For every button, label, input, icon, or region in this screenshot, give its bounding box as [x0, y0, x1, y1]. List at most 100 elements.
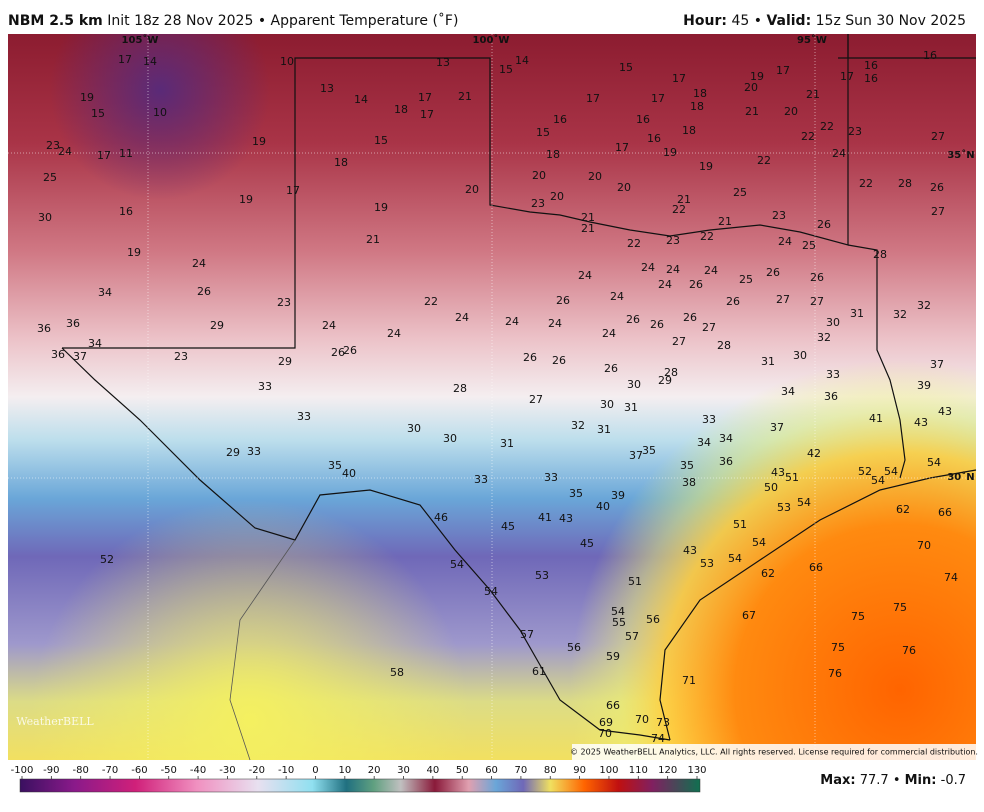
temperature-label: 17: [118, 53, 132, 66]
temperature-label: 26: [604, 362, 618, 375]
colorbar-tick-label: 50: [456, 765, 469, 776]
copyright-box: [572, 744, 976, 760]
temperature-label: 54: [611, 605, 625, 618]
temperature-label: 23: [531, 197, 545, 210]
temperature-label: 54: [927, 456, 941, 469]
temperature-label: 26: [726, 295, 740, 308]
temperature-label: 38: [682, 476, 696, 489]
temperature-label: 43: [771, 466, 785, 479]
temperature-label: 19: [252, 135, 266, 148]
temperature-label: 30: [627, 378, 641, 391]
temperature-label: 17: [418, 91, 432, 104]
temperature-label: 46: [434, 511, 448, 524]
colorbar-tick-label: -70: [102, 765, 118, 776]
separator: •: [893, 773, 901, 788]
temperature-label: 26: [810, 271, 824, 284]
temperature-label: 53: [777, 501, 791, 514]
temperature-label: 20: [784, 105, 798, 118]
temperature-label: 54: [797, 496, 811, 509]
colorbar-tick-label: -40: [190, 765, 206, 776]
valid: 15z Sun 30 Nov 2025: [816, 13, 966, 29]
temperature-label: 32: [893, 308, 907, 321]
temperature-label: 15: [499, 63, 513, 76]
colorbar: [19, 778, 701, 793]
temperature-label: 61: [532, 665, 546, 678]
temperature-label: 71: [682, 674, 696, 687]
temperature-label: 19: [699, 160, 713, 173]
colorbar-tick-label: 120: [658, 765, 677, 776]
temperature-label: 36: [824, 390, 838, 403]
temperature-label: 43: [914, 416, 928, 429]
colorbar-tick-label: -60: [131, 765, 147, 776]
temperature-label: 22: [424, 295, 438, 308]
temperature-label: 56: [567, 641, 581, 654]
init: Init 18z 28 Nov 2025: [107, 13, 253, 29]
temperature-label: 20: [532, 169, 546, 182]
temperature-label: 17: [286, 184, 300, 197]
temperature-label: 20: [550, 190, 564, 203]
temperature-label: 30: [600, 398, 614, 411]
temperature-label: 19: [239, 193, 253, 206]
temperature-label: 24: [192, 257, 206, 270]
hour-label: Hour:: [683, 13, 727, 29]
temperature-label: 16: [864, 72, 878, 85]
temperature-label: 51: [785, 471, 799, 484]
temperature-label: 34: [98, 286, 112, 299]
temperature-label: 14: [515, 54, 529, 67]
temperature-label: 15: [619, 61, 633, 74]
temperature-label: 39: [611, 489, 625, 502]
temperature-label: 53: [700, 557, 714, 570]
temperature-label: 54: [450, 558, 464, 571]
temperature-label: 28: [717, 339, 731, 352]
temperature-label: 37: [629, 449, 643, 462]
temperature-label: 55: [612, 616, 626, 629]
temperature-label: 28: [453, 382, 467, 395]
temperature-label: 43: [683, 544, 697, 557]
colorbar-tick-label: -90: [43, 765, 59, 776]
temperature-label: 24: [455, 311, 469, 324]
temperature-label: 28: [873, 248, 887, 261]
colorbar-tick-label: 70: [515, 765, 528, 776]
temperature-label: 75: [851, 610, 865, 623]
temperature-label: 22: [700, 230, 714, 243]
temperature-label: 54: [728, 552, 742, 565]
temperature-label: 30: [38, 211, 52, 224]
temperature-label: 21: [718, 215, 732, 228]
temperature-label: 27: [702, 321, 716, 334]
temperature-label: 20: [617, 181, 631, 194]
temperature-label: 15: [374, 134, 388, 147]
separator: •: [258, 13, 266, 29]
temperature-label: 26: [197, 285, 211, 298]
temperature-label: 74: [944, 571, 958, 584]
temperature-label: 42: [807, 447, 821, 460]
temperature-label: 21: [581, 222, 595, 235]
temperature-label: 33: [258, 380, 272, 393]
temperature-label: 32: [917, 299, 931, 312]
temperature-label: 36: [37, 322, 51, 335]
temperature-label: 22: [801, 130, 815, 143]
graticule: [8, 34, 976, 760]
temperature-label: 45: [501, 520, 515, 533]
temperature-label: 31: [761, 355, 775, 368]
temperature-label: 28: [664, 366, 678, 379]
temperature-label: 16: [636, 113, 650, 126]
rio-grande: [61, 347, 671, 741]
temperature-label: 10: [280, 55, 294, 68]
temperature-label: 45: [580, 537, 594, 550]
temperature-label: 26: [689, 278, 703, 291]
temperature-label: 69: [599, 716, 613, 729]
temperature-label: 23: [772, 209, 786, 222]
temperature-label: 17: [776, 64, 790, 77]
temperature-label: 75: [831, 641, 845, 654]
temperature-label: 31: [624, 401, 638, 414]
min: -0.7: [941, 773, 966, 788]
temperature-label: 36: [51, 348, 65, 361]
temperature-label: 26: [556, 294, 570, 307]
colorbar-tick-label: -80: [73, 765, 89, 776]
temperature-label: 30: [407, 422, 421, 435]
temperature-label: 22: [627, 237, 641, 250]
temperature-label: 52: [858, 465, 872, 478]
temperature-label: 24: [387, 327, 401, 340]
